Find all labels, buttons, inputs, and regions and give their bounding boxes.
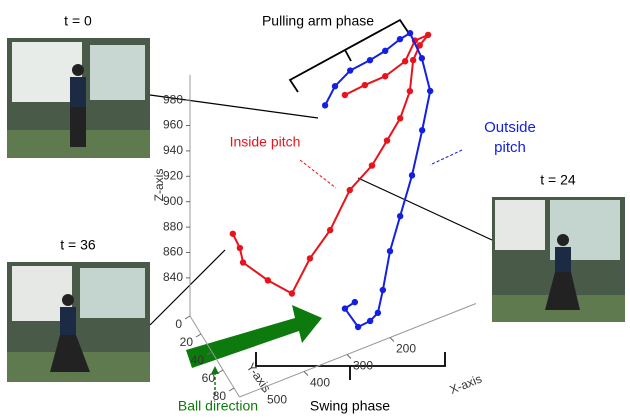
point (369, 162, 375, 168)
point (367, 318, 373, 324)
point (347, 187, 353, 193)
x-tick-label: 400 (310, 376, 330, 390)
z-tick-label: 980 (163, 92, 183, 106)
x-tick (304, 372, 308, 376)
point (382, 48, 388, 54)
z-tick-label: 900 (163, 194, 183, 208)
point (352, 299, 358, 305)
point (342, 92, 348, 98)
trajectory (325, 33, 430, 327)
time-label: t = 24 (540, 172, 576, 188)
point (407, 30, 413, 36)
y-tick-label: 0 (175, 317, 182, 331)
z-tick-label: 860 (163, 245, 183, 259)
y-tick (218, 370, 223, 373)
point (397, 115, 403, 121)
z-tick-label: 880 (163, 219, 183, 233)
point (419, 55, 425, 61)
y-tick-label: 40 (191, 353, 205, 367)
connector (358, 178, 492, 240)
time-label: t = 36 (60, 237, 96, 253)
z-tick-label: 840 (163, 270, 183, 284)
x-tick-label: 200 (396, 342, 416, 356)
point (362, 82, 368, 88)
y-tick (196, 334, 201, 337)
point (397, 36, 403, 42)
inside-pointer (300, 160, 336, 188)
outside-label: Outside pitch (470, 118, 550, 158)
point (342, 305, 348, 311)
z-tick-label: 920 (163, 168, 183, 182)
photo-t24 (492, 197, 625, 322)
point (265, 277, 271, 283)
y-tick-label: 80 (213, 389, 227, 403)
point (347, 67, 353, 73)
axis-line (240, 304, 477, 398)
figure: Pulling arm phase Swing phase Ball direc… (0, 0, 630, 418)
x-tick (390, 338, 394, 342)
chart: Pulling arm phase Swing phase Ball direc… (0, 0, 630, 418)
connector (150, 250, 225, 325)
bracket (256, 352, 445, 366)
y-tick-label: 20 (180, 335, 194, 349)
x-tick (347, 355, 351, 359)
x-tick-label: 300 (353, 359, 373, 373)
point (367, 57, 373, 63)
point (307, 255, 313, 261)
ball-arrow (186, 305, 322, 368)
point (409, 172, 415, 178)
photo-t36 (7, 262, 150, 382)
point (425, 32, 431, 38)
point (384, 137, 390, 143)
y-tick (229, 388, 234, 391)
point (380, 287, 386, 293)
x-tick-label: 500 (267, 393, 287, 407)
point (240, 259, 246, 265)
z-tick-label: 940 (163, 143, 183, 157)
pulling-label: Pulling arm phase (262, 13, 374, 29)
point (322, 102, 328, 108)
time-label: t = 0 (64, 13, 92, 29)
swing-label: Swing phase (310, 398, 390, 414)
point (407, 88, 413, 94)
point (332, 83, 338, 89)
point (387, 248, 393, 254)
photo-t0 (7, 38, 150, 158)
trajectory (233, 35, 428, 294)
point (355, 324, 361, 330)
x-axis-label: X-axis (448, 371, 484, 396)
point (419, 127, 425, 133)
bracket (345, 50, 351, 61)
point (327, 227, 333, 233)
point (397, 213, 403, 219)
point (410, 57, 416, 63)
z-tick-label: 960 (163, 118, 183, 132)
point (382, 73, 388, 79)
y-tick-label: 60 (202, 371, 216, 385)
inside-label: Inside pitch (230, 134, 301, 150)
point (289, 290, 295, 296)
point (375, 310, 381, 316)
y-tick (185, 316, 190, 319)
point (230, 231, 236, 237)
point (237, 245, 243, 251)
point (427, 88, 433, 94)
outside-pointer (430, 150, 462, 165)
point (402, 58, 408, 64)
